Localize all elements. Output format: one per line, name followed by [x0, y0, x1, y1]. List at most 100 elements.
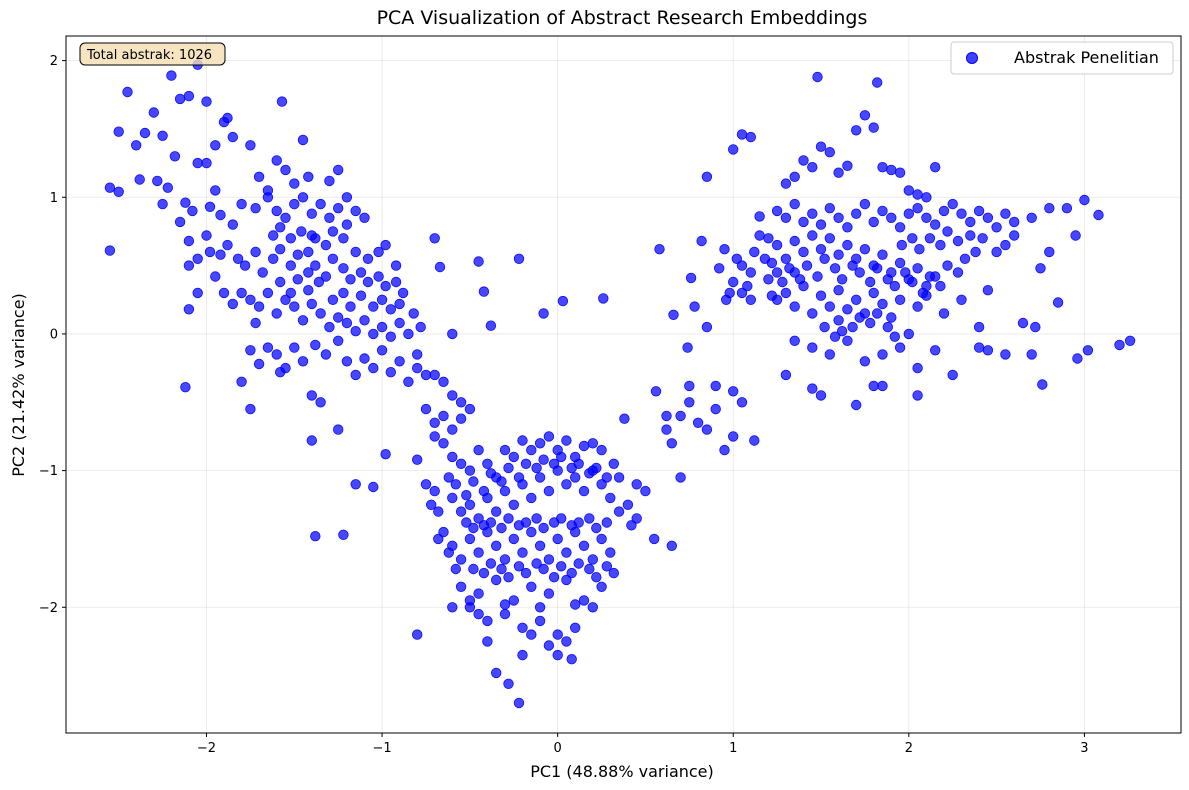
scatter-point [807, 383, 818, 394]
scatter-point [327, 294, 339, 306]
scatter-point [257, 267, 268, 278]
scatter-point [517, 435, 528, 446]
scatter-point [877, 161, 888, 173]
scatter-point [420, 369, 432, 381]
scatter-point [938, 205, 950, 217]
scatter-point [728, 386, 739, 397]
scatter-point [1044, 202, 1055, 214]
scatter-point [1079, 194, 1090, 206]
scatter-point [847, 260, 858, 271]
scatter-point [842, 335, 853, 347]
scatter-point [701, 321, 713, 333]
scatter-point [464, 533, 476, 545]
scatter-point [426, 499, 437, 511]
scatter-point [362, 253, 374, 264]
scatter-point [552, 533, 563, 545]
scatter-point [721, 294, 732, 306]
scatter-point [596, 444, 607, 456]
scatter-point [250, 317, 261, 329]
scatter-point [433, 506, 444, 517]
scatter-point [292, 249, 304, 260]
scatter-point [183, 235, 195, 247]
total-abstrak-annotation: Total abstrak: 1026 [86, 48, 212, 63]
scatter-point [359, 315, 370, 326]
scatter-point [543, 431, 555, 442]
scatter-point [877, 205, 888, 217]
scatter-point [854, 267, 865, 278]
scatter-point [543, 640, 555, 651]
scatter-point [359, 353, 370, 364]
y-axis-label: PC2 (21.42% variance) [9, 293, 28, 477]
scatter-point [447, 424, 458, 435]
scatter-point [859, 198, 871, 210]
scatter-point [596, 479, 607, 490]
scatter-point [763, 274, 774, 285]
scatter-point [605, 547, 616, 558]
scatter-point [333, 202, 344, 214]
scatter-point [315, 198, 326, 210]
scatter-point [420, 479, 432, 490]
scatter-point [531, 462, 542, 474]
scatter-point [210, 185, 221, 196]
scatter-point [877, 380, 888, 392]
scatter-point [394, 356, 405, 367]
scatter-point [912, 202, 923, 214]
scatter-point [692, 417, 704, 429]
scatter-point [162, 182, 174, 193]
scatter-point [380, 239, 391, 251]
scatter-point [1017, 317, 1029, 329]
scatter-point [736, 260, 748, 271]
scatter-point [649, 533, 660, 545]
scatter-point [745, 267, 757, 278]
scatter-point [303, 267, 314, 278]
scatter-point [306, 230, 318, 241]
scatter-point [385, 331, 397, 342]
scatter-point [578, 485, 590, 497]
scatter-point [376, 321, 388, 333]
scatter-point [977, 233, 988, 244]
scatter-point [513, 472, 525, 483]
scatter-point [815, 290, 827, 301]
scatter-point [719, 444, 730, 456]
scatter-point [868, 216, 879, 228]
scatter-point [982, 285, 994, 296]
scatter-point [513, 561, 525, 572]
scatter-point [320, 239, 332, 251]
scatter-point [148, 107, 160, 118]
scatter-point [174, 93, 186, 105]
scatter-point [780, 178, 792, 189]
scatter-point [842, 160, 853, 172]
scatter-point [780, 212, 792, 224]
scatter-point [491, 506, 502, 517]
scatter-point [499, 444, 511, 456]
scatter-point [742, 280, 753, 292]
scatter-point [268, 230, 279, 241]
scatter-point [889, 280, 901, 292]
scatter-point [280, 294, 291, 306]
scatter-point [689, 301, 700, 312]
scatter-point [833, 315, 844, 326]
scatter-point [222, 112, 233, 124]
scatter-point [253, 171, 265, 183]
scatter-point [789, 235, 800, 247]
legend: Abstrak Penelitian [950, 41, 1174, 75]
x-tick-label: −2 [197, 741, 216, 756]
scatter-point [924, 233, 936, 244]
scatter-point [350, 479, 361, 490]
scatter-point [289, 301, 300, 312]
y-tick-label: 1 [50, 191, 58, 206]
scatter-point [403, 376, 414, 388]
scatter-point [965, 216, 976, 228]
scatter-point [461, 517, 472, 528]
scatter-point [682, 342, 693, 353]
scatter-point [851, 294, 862, 306]
scatter-point [341, 317, 353, 329]
scatter-point [350, 246, 361, 258]
scatter-point [113, 126, 124, 137]
scatter-point [675, 472, 686, 483]
scatter-point [924, 271, 936, 282]
scatter-point [573, 558, 584, 569]
scatter-point [338, 529, 349, 541]
scatter-point [798, 246, 809, 258]
scatter-point [877, 298, 888, 310]
